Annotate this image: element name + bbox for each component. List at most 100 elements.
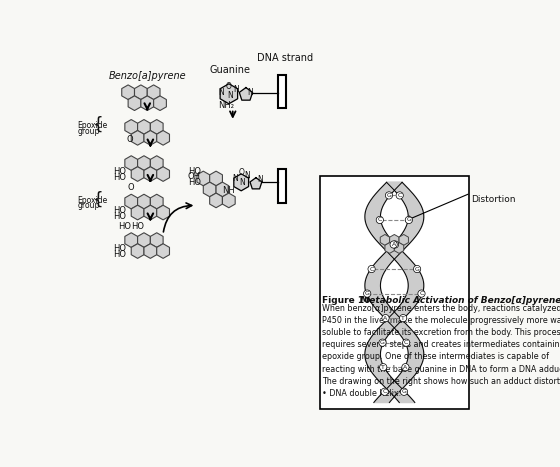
Polygon shape: [365, 288, 381, 289]
Polygon shape: [384, 253, 400, 254]
Polygon shape: [367, 275, 383, 276]
Polygon shape: [399, 375, 414, 376]
Polygon shape: [379, 243, 395, 244]
Polygon shape: [405, 228, 421, 229]
Polygon shape: [400, 373, 416, 374]
Text: A: A: [384, 316, 388, 321]
Polygon shape: [371, 268, 387, 269]
Polygon shape: [381, 245, 397, 246]
Polygon shape: [397, 308, 413, 309]
Polygon shape: [401, 198, 417, 199]
Polygon shape: [385, 242, 394, 254]
Polygon shape: [408, 352, 424, 353]
Polygon shape: [404, 340, 419, 341]
Polygon shape: [407, 276, 422, 277]
Polygon shape: [390, 392, 406, 393]
Polygon shape: [141, 96, 153, 111]
Polygon shape: [376, 309, 393, 310]
Polygon shape: [371, 199, 387, 200]
Polygon shape: [398, 401, 414, 402]
Polygon shape: [365, 287, 380, 288]
Polygon shape: [367, 345, 382, 346]
Polygon shape: [367, 295, 382, 296]
Polygon shape: [402, 337, 418, 338]
Polygon shape: [400, 197, 416, 198]
Polygon shape: [375, 376, 391, 377]
Polygon shape: [385, 249, 400, 250]
Polygon shape: [403, 338, 418, 339]
Polygon shape: [379, 396, 395, 397]
Polygon shape: [144, 244, 157, 258]
Text: HO: HO: [188, 177, 201, 187]
Polygon shape: [388, 318, 403, 319]
Polygon shape: [388, 249, 404, 250]
Polygon shape: [366, 291, 381, 292]
Polygon shape: [398, 263, 414, 264]
Polygon shape: [387, 183, 403, 184]
Polygon shape: [389, 253, 404, 254]
Polygon shape: [374, 306, 390, 307]
Polygon shape: [366, 224, 382, 225]
Polygon shape: [381, 256, 397, 257]
Polygon shape: [365, 282, 381, 283]
Polygon shape: [390, 234, 399, 245]
Polygon shape: [375, 263, 390, 264]
Polygon shape: [367, 294, 382, 295]
Polygon shape: [407, 294, 422, 295]
Polygon shape: [369, 202, 385, 203]
Text: T: T: [393, 242, 397, 247]
Polygon shape: [373, 374, 389, 375]
Polygon shape: [379, 190, 395, 191]
Polygon shape: [389, 322, 405, 323]
Text: A: A: [403, 365, 408, 370]
Polygon shape: [365, 353, 380, 354]
Polygon shape: [406, 206, 422, 207]
Polygon shape: [365, 286, 380, 287]
Polygon shape: [407, 346, 422, 347]
Polygon shape: [157, 205, 170, 220]
Polygon shape: [370, 338, 386, 339]
Polygon shape: [368, 272, 384, 273]
Text: NH: NH: [222, 186, 235, 195]
Bar: [278, 75, 286, 107]
Polygon shape: [390, 247, 406, 248]
Polygon shape: [368, 228, 384, 229]
Polygon shape: [380, 257, 396, 258]
Polygon shape: [399, 402, 415, 403]
Polygon shape: [222, 193, 235, 208]
Polygon shape: [402, 233, 418, 234]
Polygon shape: [388, 321, 404, 322]
Polygon shape: [392, 394, 408, 395]
Text: N: N: [257, 175, 263, 184]
Polygon shape: [397, 262, 413, 263]
Polygon shape: [398, 238, 414, 239]
Polygon shape: [377, 260, 394, 261]
Polygon shape: [366, 293, 382, 294]
Polygon shape: [408, 216, 424, 217]
Polygon shape: [377, 329, 393, 330]
Polygon shape: [408, 284, 424, 285]
Polygon shape: [377, 379, 394, 380]
Polygon shape: [408, 221, 423, 222]
Polygon shape: [396, 330, 412, 331]
Polygon shape: [365, 289, 381, 290]
Polygon shape: [380, 313, 396, 314]
Text: {: {: [94, 191, 104, 209]
Polygon shape: [404, 229, 421, 230]
Polygon shape: [399, 195, 414, 196]
Polygon shape: [391, 246, 407, 247]
Text: HO: HO: [118, 222, 131, 231]
Polygon shape: [407, 209, 423, 210]
Polygon shape: [391, 383, 408, 384]
Text: HO: HO: [131, 222, 144, 231]
Polygon shape: [394, 311, 410, 312]
Polygon shape: [366, 349, 381, 350]
Polygon shape: [408, 286, 424, 287]
Polygon shape: [371, 233, 386, 234]
Polygon shape: [370, 232, 386, 233]
Polygon shape: [405, 297, 421, 298]
Polygon shape: [385, 387, 401, 388]
Polygon shape: [367, 205, 383, 206]
Polygon shape: [368, 298, 384, 299]
Polygon shape: [368, 204, 384, 205]
